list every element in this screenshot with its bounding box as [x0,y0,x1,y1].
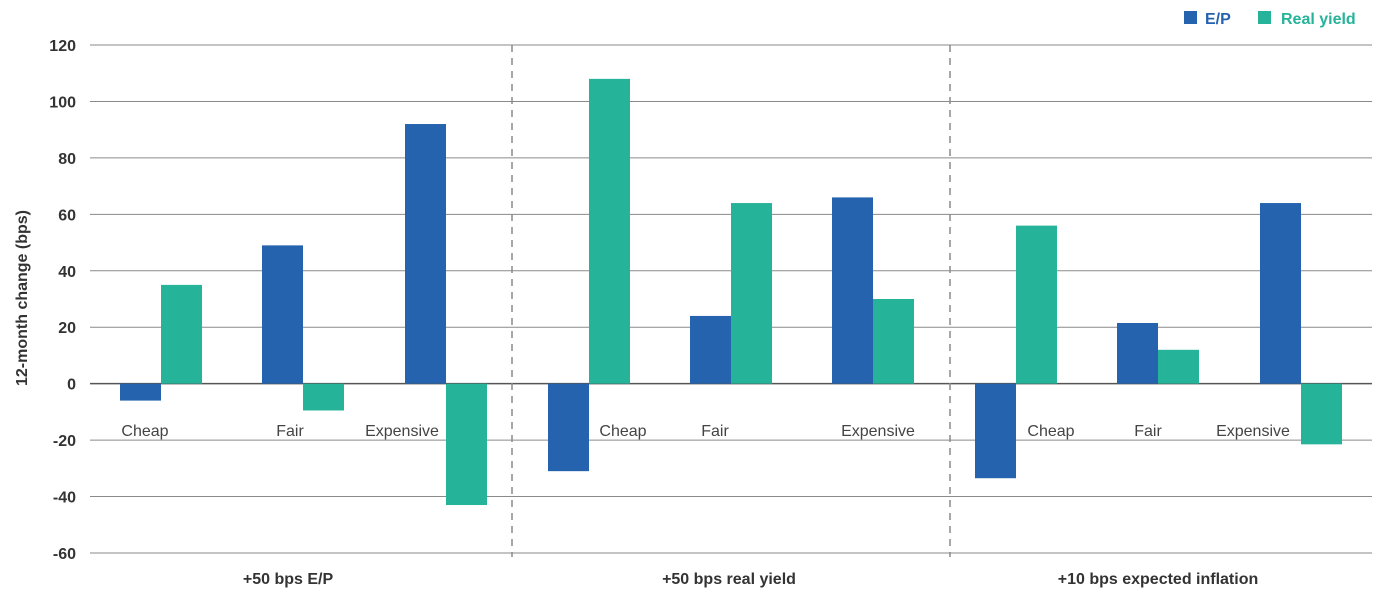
bar-real-yield [1016,225,1057,384]
category-label: Cheap [121,423,168,440]
y-tick-label: -20 [53,433,76,450]
bar-real-yield [873,299,914,384]
group-label: +50 bps E/P [243,571,334,588]
bars [120,78,1342,506]
bar-ep [690,315,731,384]
y-tick-label: 80 [58,151,76,168]
legend-label-ep: E/P [1205,11,1231,28]
category-label: Cheap [599,423,646,440]
y-tick-label: 20 [58,320,76,337]
y-tick-label: 0 [67,377,76,394]
bar-ep [548,383,589,472]
y-tick-label: -40 [53,490,76,507]
labels: 120 100 80 60 40 20 0 -20 -40 -60 Cheap Fair Expensi… [49,38,1290,588]
bar-ep [1260,203,1301,384]
legend-swatch-ep [1184,11,1197,24]
group-label: +50 bps real yield [662,571,796,588]
category-label: Expensive [1216,423,1290,440]
category-label: Cheap [1027,423,1074,440]
y-tick-label: 100 [49,94,76,111]
y-tick-label: 60 [58,207,76,224]
y-axis-label: 12-month change (bps) [14,210,31,386]
y-tick-label: 120 [49,38,76,55]
bar-ep [1117,322,1158,384]
bar-ep [832,197,873,384]
category-label: Fair [1134,423,1162,440]
legend: E/P Real yield [1184,11,1356,28]
category-label: Expensive [841,423,915,440]
group-label: +10 bps expected inflation [1058,571,1259,588]
legend-label-real-yield: Real yield [1281,11,1356,28]
bar-ep [120,383,161,401]
bar-ep [262,245,303,384]
bar-real-yield [1158,349,1199,384]
bar-real-yield [731,203,772,384]
bar-real-yield [589,78,630,384]
bar-real-yield [161,284,202,384]
bar-real-yield [1301,383,1342,445]
bar-ep [975,383,1016,479]
category-label: Fair [276,423,304,440]
category-label: Fair [701,423,729,440]
legend-swatch-real-yield [1258,11,1271,24]
y-tick-label: 40 [58,264,76,281]
category-label: Expensive [365,423,439,440]
y-tick-label: -60 [53,546,76,563]
bar-ep [405,124,446,384]
bar-real-yield [446,383,487,506]
bar-real-yield [303,383,344,411]
